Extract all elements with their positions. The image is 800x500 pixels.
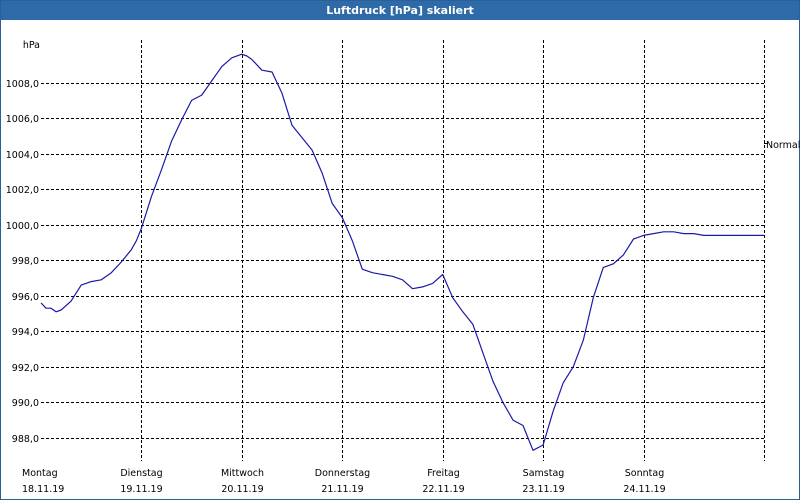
y-tick-label: 994,0 bbox=[12, 327, 39, 338]
x-tick-day: Sonntag bbox=[625, 468, 664, 479]
y-tick-label: 1006,0 bbox=[6, 114, 39, 125]
y-tick-label: 996,0 bbox=[12, 292, 39, 303]
x-tick-day: Samstag bbox=[523, 468, 565, 479]
y-tick-label: 998,0 bbox=[12, 256, 39, 267]
x-tick-day: Montag bbox=[22, 468, 58, 479]
y-tick-label: 1000,0 bbox=[6, 221, 39, 232]
y-tick-label: 1004,0 bbox=[6, 150, 39, 161]
x-tick-date: 23.11.19 bbox=[522, 484, 564, 495]
y-axis-unit: hPa bbox=[23, 40, 40, 51]
grid-lines bbox=[41, 40, 765, 461]
y-tick-label: 1002,0 bbox=[6, 185, 39, 196]
x-tick-date: 24.11.19 bbox=[623, 484, 665, 495]
x-tick-date: 19.11.19 bbox=[120, 484, 162, 495]
pressure-series bbox=[40, 53, 764, 451]
y-tick-label: 992,0 bbox=[12, 363, 39, 374]
x-tick-day: Dienstag bbox=[120, 468, 162, 479]
y-axis: 988,0 990,0 992,0 994,0 996,0 998,0 1000,0 1002… bbox=[6, 79, 768, 445]
x-tick-date: 20.11.19 bbox=[221, 484, 263, 495]
x-tick-day: Freitag bbox=[427, 468, 460, 479]
plot-area bbox=[41, 40, 764, 461]
x-tick-date: 21.11.19 bbox=[321, 484, 363, 495]
pressure-line bbox=[40, 53, 764, 451]
x-axis: Montag 18.11.19 Dienstag 19.11.19 Mittwoch 20… bbox=[22, 468, 666, 495]
window-title: Luftdruck [hPa] skaliert bbox=[1, 1, 799, 20]
y-tick-label: 990,0 bbox=[12, 398, 39, 409]
x-tick-day: Donnerstag bbox=[315, 468, 370, 479]
x-tick-day: Mittwoch bbox=[221, 468, 264, 479]
x-tick-date: 22.11.19 bbox=[422, 484, 464, 495]
x-tick-date: 18.11.19 bbox=[22, 484, 64, 495]
normal-label: Normal bbox=[766, 140, 800, 151]
y-tick-label: 1008,0 bbox=[6, 79, 39, 90]
y-tick-label: 988,0 bbox=[12, 434, 39, 445]
